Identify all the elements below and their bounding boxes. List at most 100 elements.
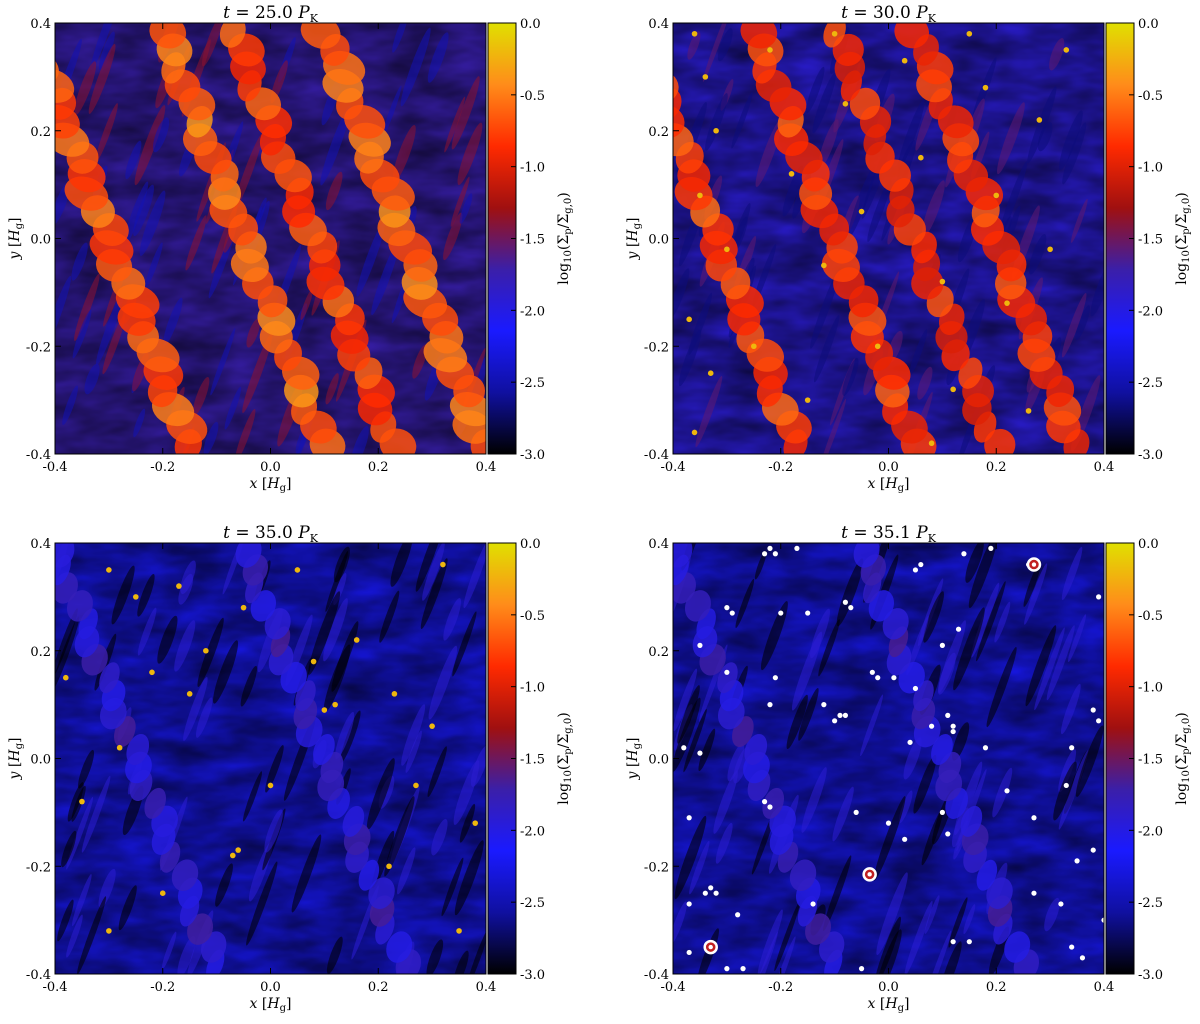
heatmap-streak	[952, 722, 970, 761]
heatmap-streak	[842, 357, 859, 396]
x-axis-label: x [Hg]	[868, 476, 910, 494]
heatmap-streak	[1068, 614, 1087, 663]
clump-point	[413, 782, 419, 789]
heatmap-streak	[66, 796, 94, 870]
heatmap-streak	[454, 840, 484, 916]
clump-point	[912, 685, 919, 692]
heatmap-streak	[909, 329, 928, 377]
heatmap-streak	[431, 818, 448, 856]
heatmap-streak	[428, 645, 458, 720]
heatmap-streak	[818, 398, 847, 454]
colorbar-tick-label: -1.0	[1138, 681, 1163, 696]
heatmap	[626, 23, 1104, 454]
filament-segment	[99, 662, 120, 694]
panel-4: -0.4 -0.2 0.0 0.2 0.4 -0.4 -0.2 0.0 0.2 0.4 t = 35…	[625, 523, 1192, 1014]
x-tick-label: 0.4	[1094, 460, 1115, 475]
heatmap-streak	[55, 616, 80, 693]
clump-point	[724, 605, 730, 611]
heatmap-streak	[457, 122, 483, 186]
x-tick-label: 0.0	[878, 460, 899, 475]
filament-segment	[144, 787, 167, 819]
y-tick-label: -0.2	[644, 860, 669, 875]
clump-point	[724, 246, 730, 253]
y-tick-label: 0.4	[30, 17, 51, 32]
heatmap-streak	[161, 931, 177, 970]
clump-point	[1031, 890, 1037, 896]
panel-1: -0.4 -0.2 0.0 0.2 0.4 -0.4 -0.2 0.0 0.2 0.4 t = 25…	[7, 3, 574, 494]
heatmap-streak	[381, 85, 402, 139]
x-tick-label: -0.2	[768, 980, 793, 995]
filament-segment	[386, 931, 413, 963]
clump-point	[902, 836, 908, 842]
clump-point	[1063, 782, 1069, 789]
colorbar: 0.0 -0.5 -1.0 -1.5 -2.0 -2.5 -3.0 log10(Σp/Σg,0…	[1105, 537, 1192, 983]
colorbar-tick-label: -2.5	[520, 376, 545, 391]
colorbar-tick-label: -1.0	[520, 681, 545, 696]
x-tick-label: 0.2	[986, 460, 1007, 475]
clump-point	[294, 567, 301, 573]
clump-point	[681, 745, 687, 751]
heatmap-streak	[1058, 750, 1089, 830]
filament-segment	[626, 31, 659, 69]
heatmap	[673, 543, 1104, 974]
clump-point	[707, 370, 714, 376]
heatmap-streak	[215, 863, 233, 907]
heatmap-streak	[71, 874, 92, 927]
filament-segment	[300, 23, 341, 49]
clump-point	[697, 750, 703, 756]
colorbar-tick-label: -3.0	[520, 448, 545, 463]
clump-point	[955, 626, 962, 632]
colorbar-tick-label: -1.5	[520, 233, 545, 248]
heatmap-streak	[1061, 292, 1087, 358]
heatmap-streak	[340, 710, 361, 763]
heatmap-streak	[371, 239, 400, 316]
heatmap-streak	[769, 936, 796, 974]
colorbar-tick-label: -0.5	[1138, 609, 1163, 624]
x-tick-label: -0.4	[660, 980, 685, 995]
colorbar-tick-label: -2.0	[520, 824, 545, 839]
heatmap-streak	[323, 598, 348, 662]
clump-point	[159, 890, 166, 896]
colorbar-tick-label: 0.0	[520, 17, 541, 32]
clump-point	[966, 30, 973, 37]
heatmap-streak	[453, 950, 469, 974]
colorbar-label: log10(Σp/Σg,0)	[1174, 192, 1192, 284]
heatmap-streak	[818, 119, 839, 169]
heatmap-streak	[137, 607, 157, 656]
heatmap-streak	[291, 834, 322, 913]
clump-point	[1074, 858, 1080, 864]
heatmap-streak	[177, 936, 196, 974]
heatmap-streak	[810, 267, 841, 349]
heatmap-streak	[78, 749, 95, 789]
clump-core	[708, 944, 713, 950]
heatmap-streak	[1053, 761, 1077, 821]
heatmap-streak	[813, 315, 840, 383]
heatmap-streak	[137, 573, 155, 617]
colorbar-label: log10(Σp/Σg,0)	[556, 712, 574, 804]
panel-title: t = 35.1 PK	[841, 523, 937, 545]
clump-point	[391, 691, 398, 697]
heatmap-streak	[96, 289, 125, 366]
heatmap-streak	[913, 755, 937, 814]
y-tick-label: 0.4	[30, 537, 51, 552]
heatmap-streak	[300, 289, 313, 321]
heatmap-streak	[463, 543, 486, 609]
clump-point	[891, 675, 897, 681]
x-tick-label: 0.0	[878, 980, 899, 995]
x-tick-label: 0.4	[1094, 980, 1115, 995]
heatmap-streak	[427, 32, 449, 83]
clump-point	[945, 712, 951, 719]
clump-point	[686, 949, 692, 956]
clump-point	[858, 966, 865, 972]
heatmap-streak	[1060, 683, 1081, 735]
heatmap-streak	[441, 857, 464, 917]
clump-core	[867, 872, 872, 877]
heatmap-streak	[152, 117, 170, 153]
clump-point	[1090, 847, 1096, 853]
clump-point	[761, 799, 768, 805]
clump-point	[1096, 594, 1102, 600]
heatmap-streak	[713, 770, 738, 834]
clump-point	[767, 702, 773, 708]
heatmap-streak	[683, 709, 707, 773]
x-tick-label: -0.2	[150, 460, 175, 475]
